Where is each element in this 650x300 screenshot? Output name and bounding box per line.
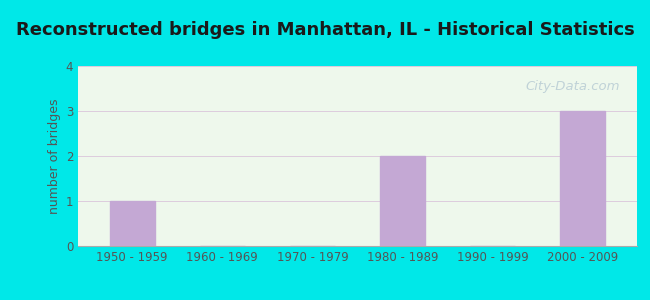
Text: City-Data.com: City-Data.com: [526, 80, 620, 93]
Y-axis label: number of bridges: number of bridges: [49, 98, 62, 214]
Text: Reconstructed bridges in Manhattan, IL - Historical Statistics: Reconstructed bridges in Manhattan, IL -…: [16, 21, 634, 39]
Bar: [380, 156, 425, 246]
Bar: [560, 111, 605, 246]
Bar: [110, 201, 155, 246]
